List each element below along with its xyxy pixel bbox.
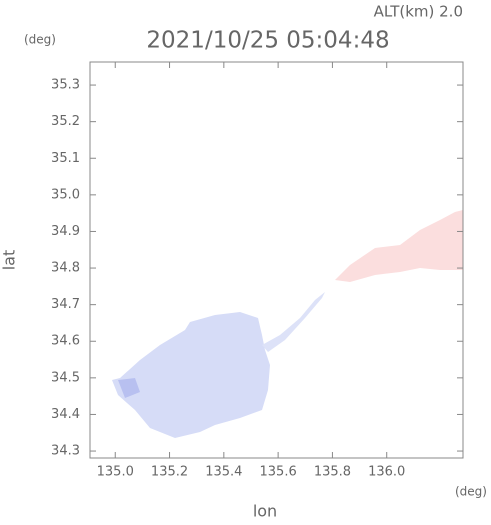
y-tick-label: 35.0 — [51, 187, 80, 202]
y-tick-label: 35.2 — [51, 114, 80, 129]
y-tick-label: 34.5 — [51, 370, 80, 385]
x-tick-label: 135.0 — [97, 465, 134, 480]
x-tick-label: 135.8 — [314, 465, 351, 480]
x-tick-label: 135.6 — [260, 465, 297, 480]
plot-frame — [89, 61, 464, 459]
y-tick-label: 34.8 — [51, 261, 80, 276]
y-tick-label: 34.6 — [51, 334, 80, 349]
echo-field — [112, 210, 463, 438]
y-tick-label: 35.3 — [51, 78, 80, 93]
y-tick-label: 34.3 — [51, 444, 80, 459]
y-unit: (deg) — [24, 33, 56, 47]
altitude-label: ALT(km) 2.0 — [374, 3, 463, 21]
y-tick-label: 34.7 — [51, 297, 80, 312]
x-tick-label: 135.4 — [205, 465, 242, 480]
echo-region — [112, 312, 270, 438]
x-tick-label: 136.0 — [368, 465, 405, 480]
echo-region — [335, 210, 463, 282]
echo-region — [118, 378, 140, 398]
y-tick-label: 35.1 — [51, 151, 80, 166]
x-unit: (deg) — [455, 485, 487, 499]
y-tick-label: 34.4 — [51, 407, 80, 422]
echo-region — [262, 292, 325, 352]
y-axis-label: lat — [0, 250, 19, 271]
chart-title: 2021/10/25 05:04:48 — [146, 28, 389, 54]
y-tick-label: 34.9 — [51, 224, 80, 239]
x-axis-label: lon — [253, 502, 277, 521]
x-tick-label: 135.2 — [151, 465, 188, 480]
